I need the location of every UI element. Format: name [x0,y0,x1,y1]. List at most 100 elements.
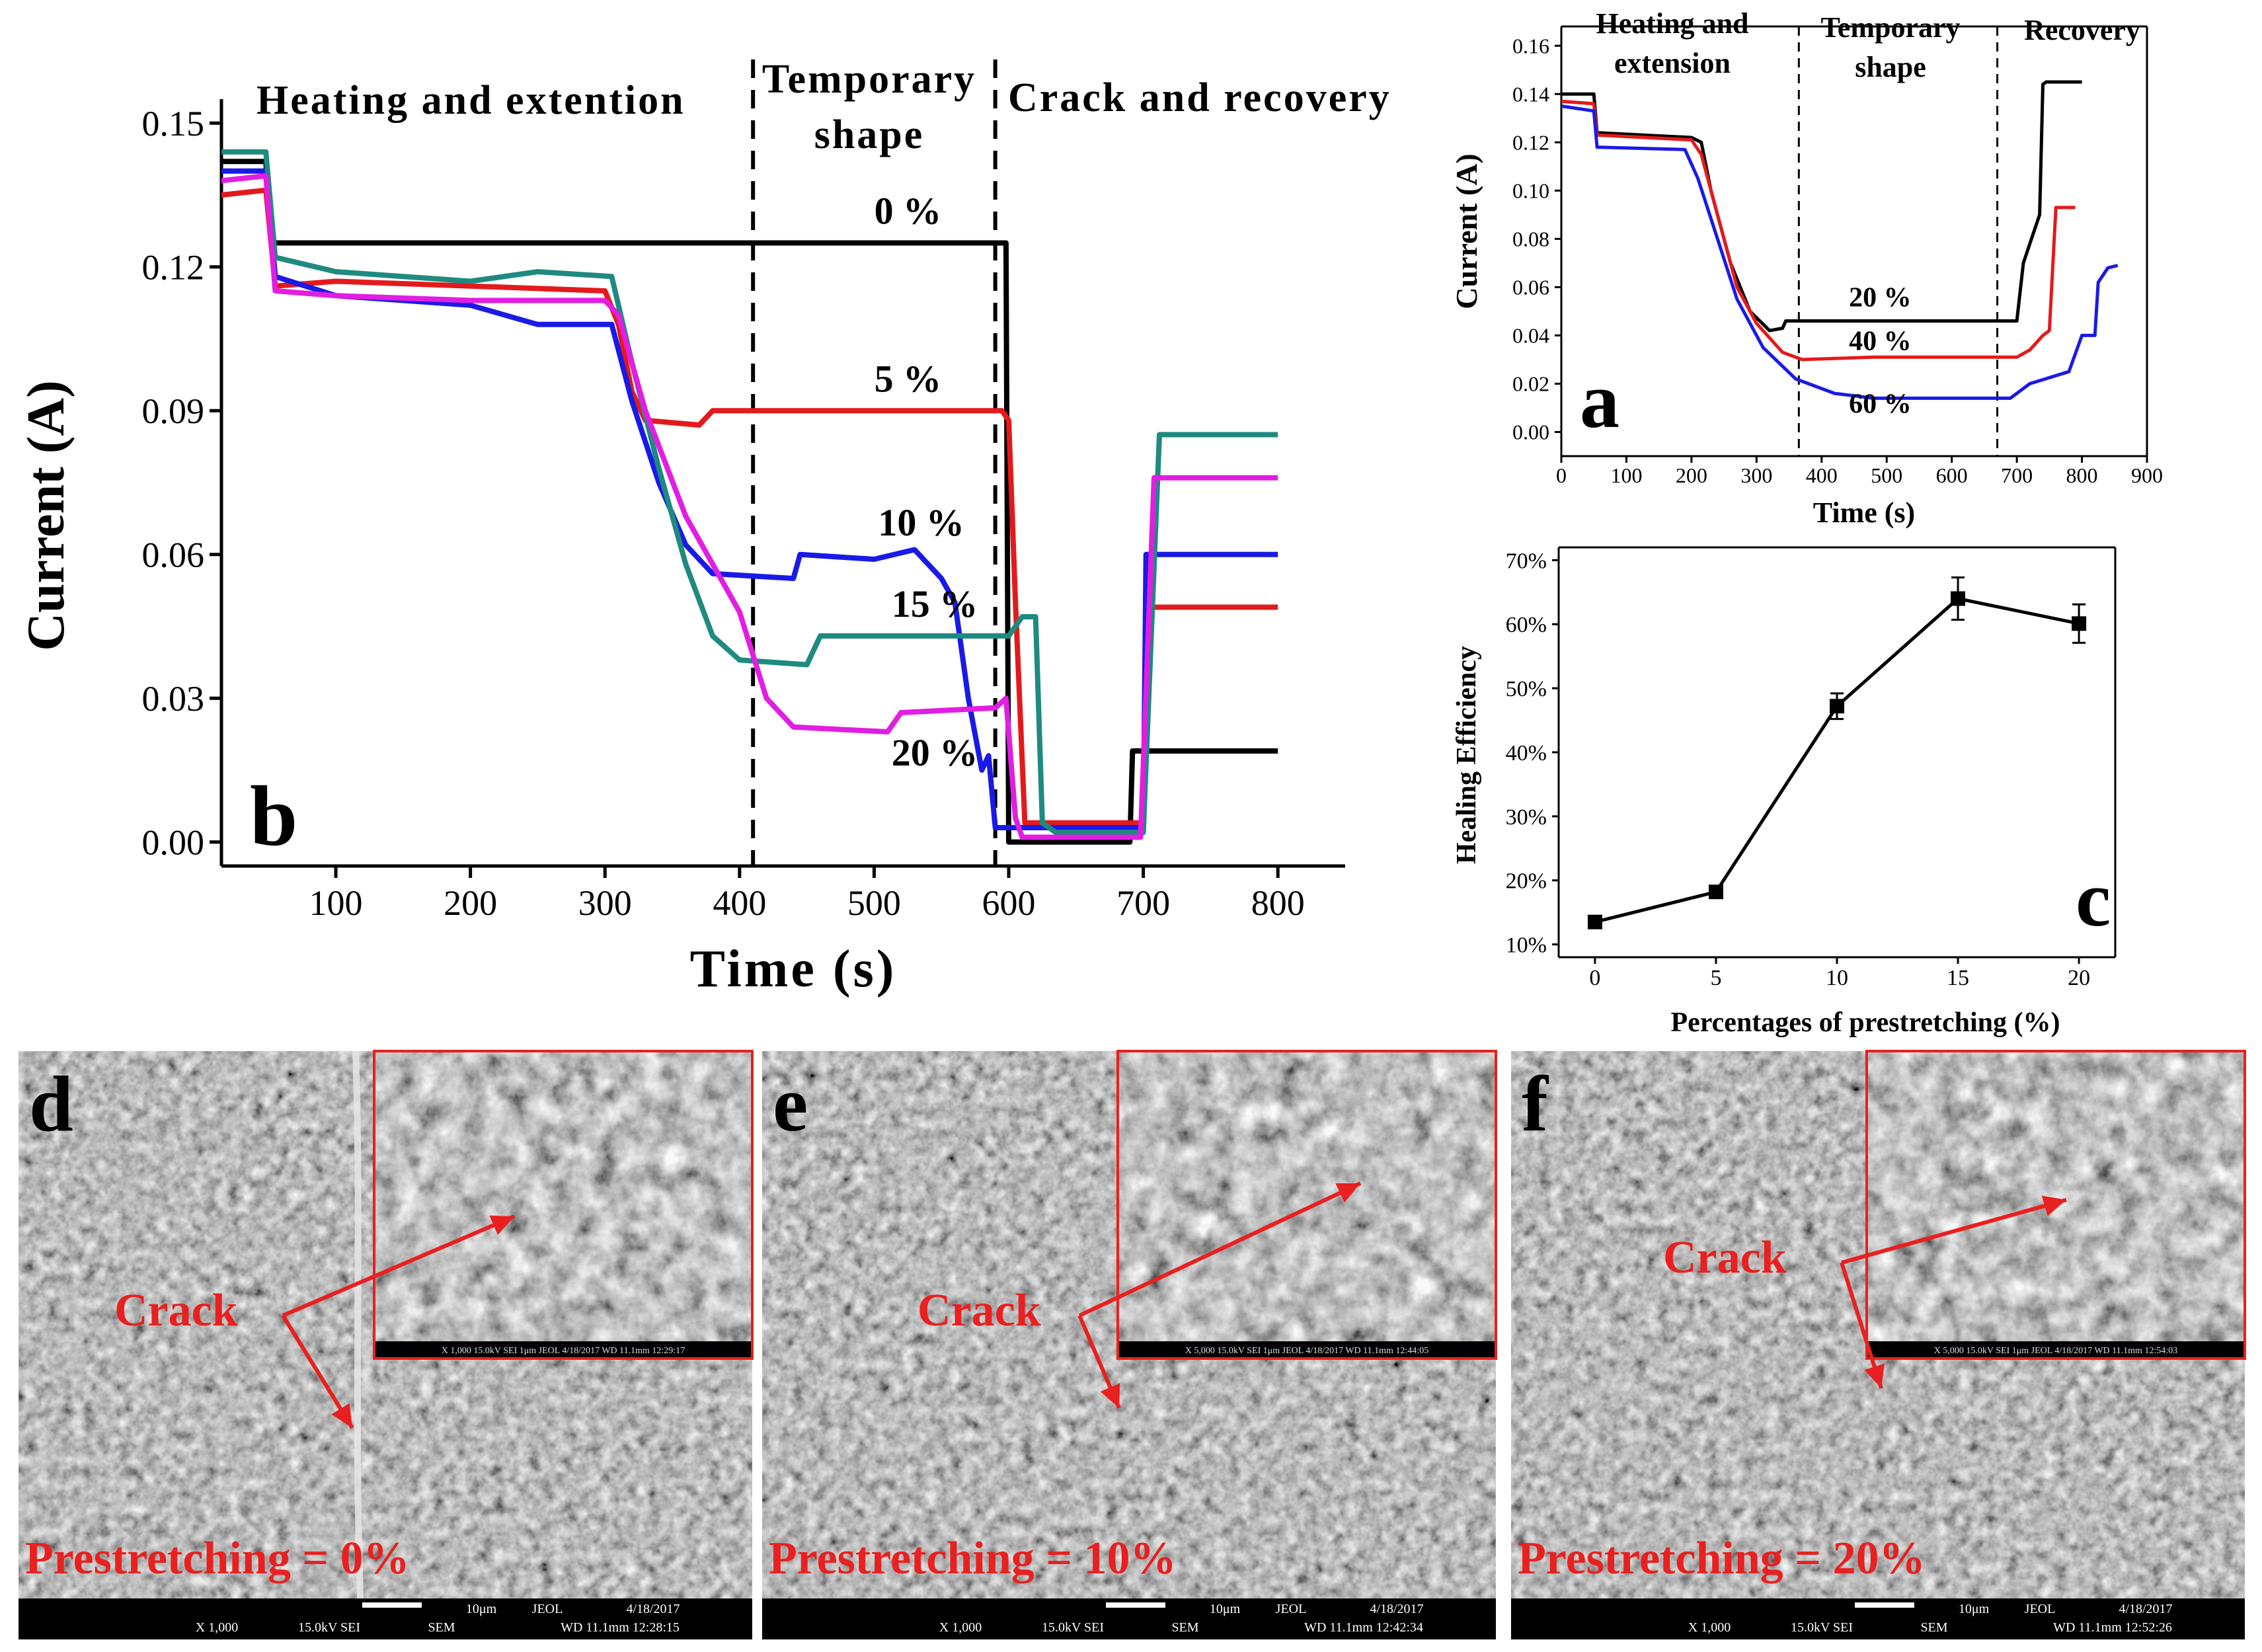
sem-info-text: WD 11.1mm 12:52:26 [2053,1620,2172,1635]
series-label: 0 % [875,190,942,233]
panel-letter-c: c [2076,855,2111,943]
region-label-heating-a-2: extension [1614,47,1731,79]
data-point [1951,591,1966,606]
prestretching-caption: Prestretching = 0% [25,1533,410,1584]
x-tick-label: 700 [2001,463,2033,487]
sem-info-text: SEM [1920,1620,1947,1635]
data-point [1587,914,1602,929]
y-axis-title-a: Current (A) [1450,153,1483,309]
sem-inset-texture [374,1051,752,1358]
sem-scale-bar [1855,1602,1914,1608]
prestretching-caption: Prestretching = 10% [769,1533,1177,1584]
region-label-heating: Heating and extention [256,78,685,123]
sem-scale-bar [1106,1602,1165,1608]
x-tick-label: 100 [1610,463,1642,487]
y-tick-label: 0.02 [1512,372,1549,396]
y-tick-label: 0.12 [1512,130,1549,154]
x-tick-label: 200 [444,883,497,923]
sem-info-text: 15.0kV SEI [298,1620,360,1635]
x-tick-label: 600 [982,883,1036,923]
sem-info-text: X 1,000 [196,1620,238,1635]
y-tick-label: 0.03 [142,679,205,719]
y-tick-label: 0.06 [142,535,205,575]
crack-arrow-head [1100,1383,1120,1408]
x-axis-title-c: Percentages of prestretching (%) [1670,1007,2060,1038]
x-tick-label: 100 [309,883,363,923]
y-tick-label: 20% [1506,869,1547,894]
sem-inset-frame [1865,1050,2246,1360]
y-tick-label: 0.00 [1512,420,1549,444]
y-tick-label: 0.00 [142,823,205,863]
series-label: 60 % [1849,389,1912,419]
data-point [2072,616,2087,631]
chart-panel-c: Healing Efficiency Percentages of prestr… [1452,546,2117,1038]
sem-date-label: 4/18/2017 [626,1602,680,1616]
crack-arrow-head [1864,1363,1885,1388]
crack-arrow [1841,1198,2067,1265]
y-tick-label: 30% [1506,805,1547,830]
sem-maker-label: JEOL [2025,1602,2056,1616]
sem-maker-label: JEOL [532,1602,563,1616]
sem-date-label: 4/18/2017 [2119,1602,2172,1616]
crack-arrow-head [331,1403,352,1428]
x-tick-label: 0 [1556,463,1567,487]
panel-letter-f: f [1522,1060,1549,1148]
region-label-crack: Crack and recovery [1008,75,1391,120]
sem-scale-label: 10μm [1210,1602,1241,1616]
y-tick-label: 0.16 [1512,34,1549,58]
crack-arrow [282,1214,516,1318]
x-tick-label: 500 [1871,463,1902,487]
series-label: 20 % [1849,283,1912,313]
series-line-15pct [221,149,1278,836]
sem-scale-bar [362,1602,422,1608]
panel-letter-e: e [773,1060,808,1148]
y-tick-label: 70% [1506,549,1547,573]
sem-inset-frame [1116,1050,1497,1360]
panel-letter-b: b [250,769,297,864]
x-axis-title: Time (s) [690,940,897,998]
sem-panel-f: X 5,000 15.0kV SEI 1μm JEOL 4/18/2017 WD… [1511,1050,2246,1639]
sem-info-text: X 1,000 [1688,1620,1731,1635]
x-tick-label: 20 [2068,966,2090,990]
x-tick-label: 300 [578,883,632,923]
sem-inset-info-text: X 5,000 15.0kV SEI 1μm JEOL 4/18/2017 WD… [1185,1346,1428,1356]
series-label: 20 % [892,731,978,774]
sem-info-text: SEM [1171,1620,1198,1635]
x-tick-label: 10 [1826,966,1848,990]
sem-maker-label: JEOL [1276,1602,1307,1616]
crack-label: Crack [114,1285,238,1336]
data-point [1708,885,1723,900]
series-line-5pct [221,187,1278,826]
y-tick-label: 0.08 [1512,227,1549,251]
sem-inset-info-text: X 5,000 15.0kV SEI 1μm JEOL 4/18/2017 WD… [1934,1346,2177,1356]
sem-info-text: 15.0kV SEI [1791,1620,1853,1635]
x-tick-label: 400 [713,883,766,923]
sem-date-label: 4/18/2017 [1370,1602,1423,1616]
x-tick-label: 800 [2066,463,2098,487]
crack-arrow-head [2041,1195,2066,1216]
y-tick-label: 10% [1506,933,1547,958]
data-point [1830,699,1844,714]
crack-label: Crack [1663,1232,1787,1283]
y-tick-label: 0.04 [1512,324,1549,348]
crack-line [352,1050,366,1640]
series-line-20pct [221,173,1278,840]
series-line-60pct [1561,104,2119,400]
sem-info-text: 15.0kV SEI [1042,1620,1104,1635]
series-label: 40 % [1849,326,1912,356]
y-tick-label: 0.14 [1512,82,1549,106]
y-tick-label: 0.09 [142,391,205,431]
sem-inset-info-bar [1118,1341,1496,1358]
x-tick-label: 800 [1251,883,1305,923]
sem-scale-label: 10μm [1959,1602,1990,1616]
y-tick-label: 40% [1506,741,1547,766]
y-tick-label: 0.12 [142,248,205,288]
region-label-temporary: Temporary [762,57,976,102]
series-line-10pct [221,168,1278,830]
region-label-recovery-a: Recovery [2024,14,2140,46]
sem-info-text: X 1,000 [939,1620,982,1635]
prestretching-caption: Prestretching = 20% [1518,1533,1926,1584]
x-tick-label: 0 [1589,966,1600,990]
series-label: 5 % [875,357,942,400]
